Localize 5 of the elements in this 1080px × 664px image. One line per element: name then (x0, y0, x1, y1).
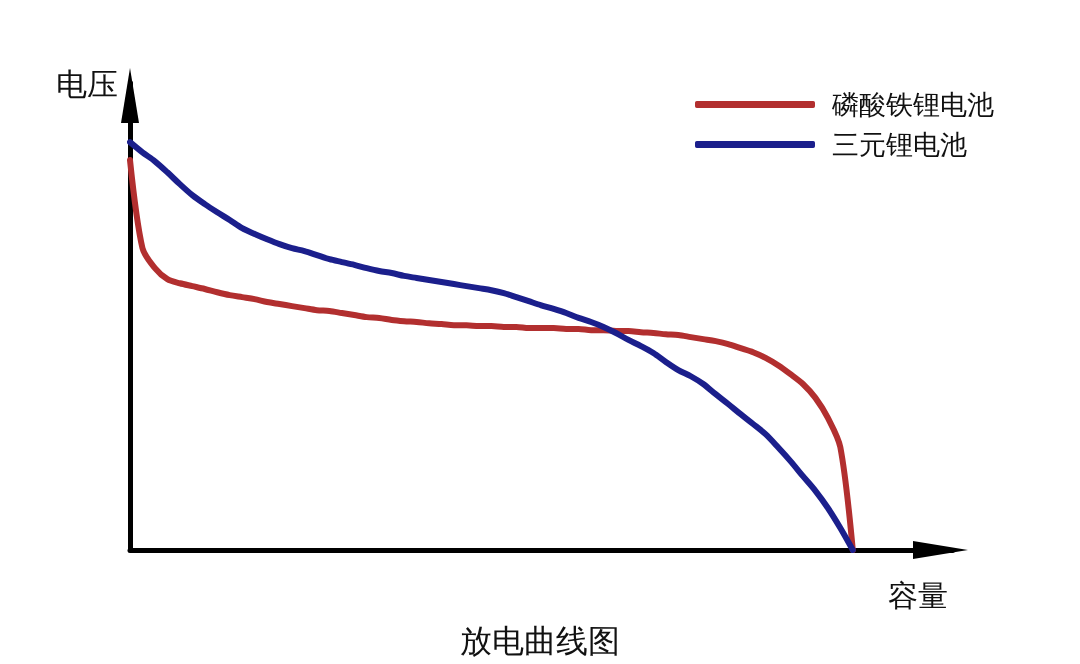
text: 放电曲线图 (460, 622, 620, 660)
legend-label: 三元锂电池 (832, 129, 967, 160)
legend-label: 磷酸铁锂电池 (831, 89, 994, 120)
y-axis-title: 电压 (56, 66, 118, 102)
x-axis-title: 容量 (887, 577, 948, 613)
